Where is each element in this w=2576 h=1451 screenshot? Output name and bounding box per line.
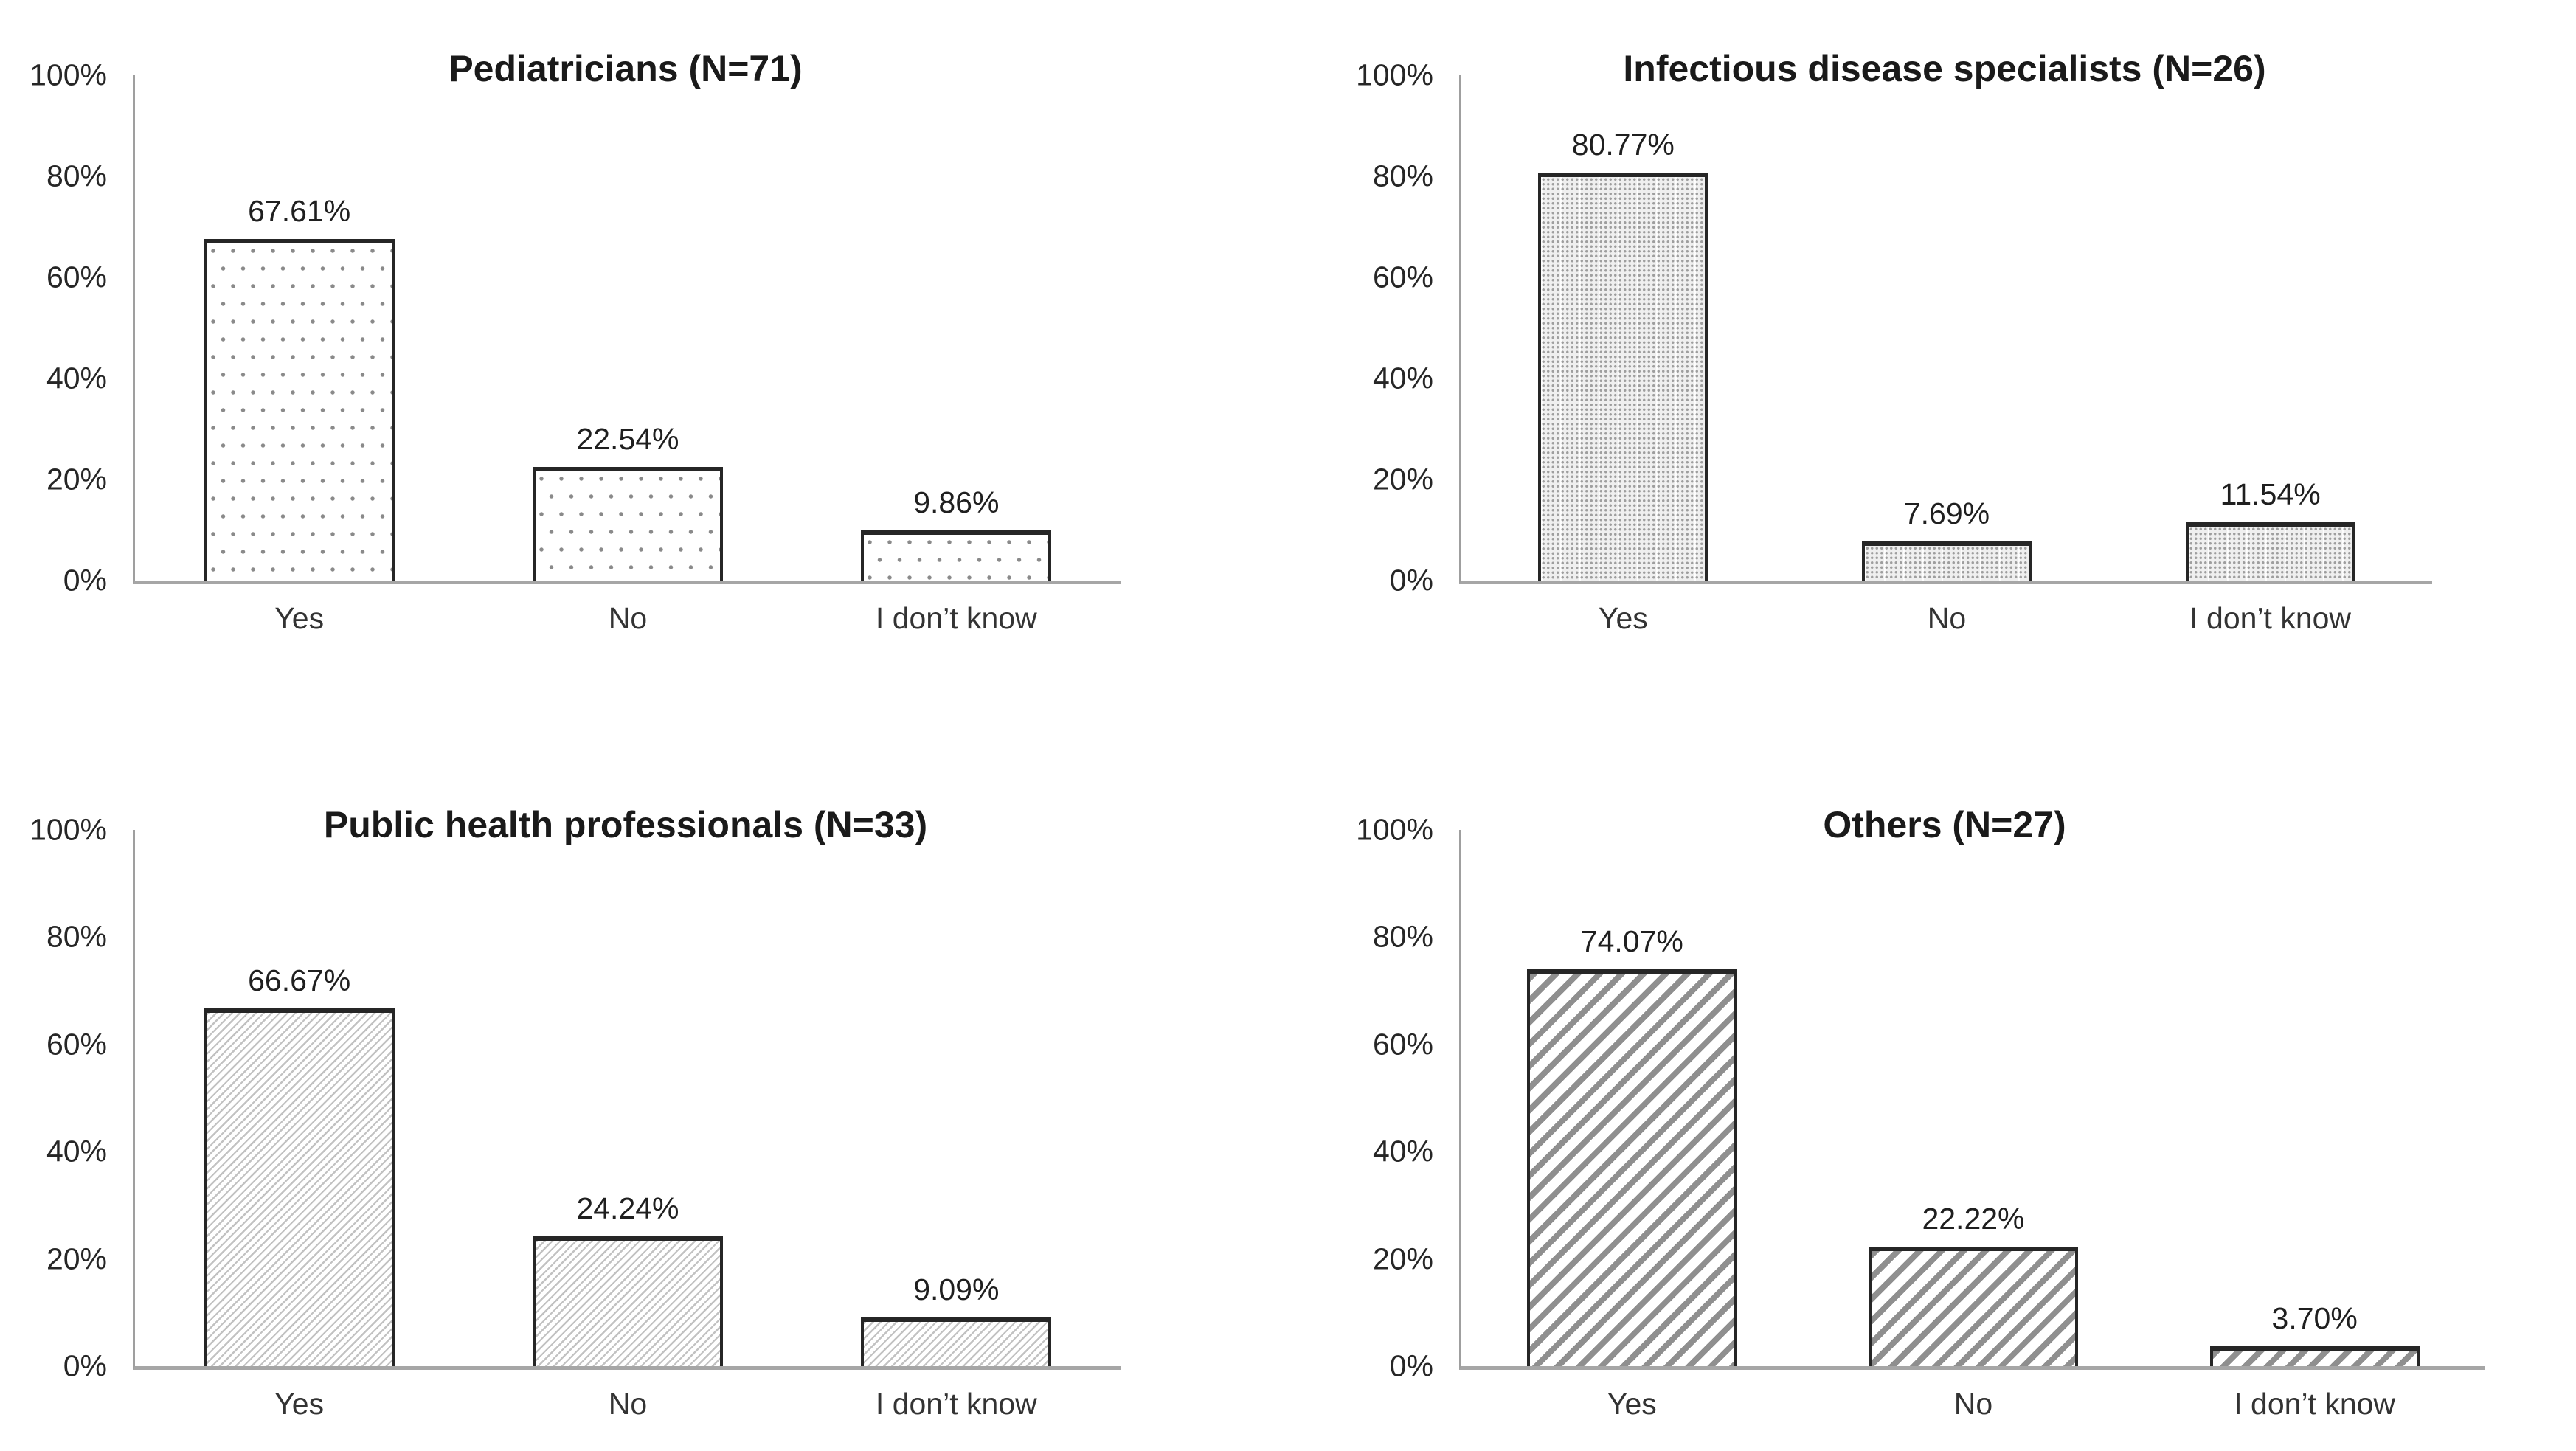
y-tick-label: 0% [1389, 563, 1433, 598]
y-tick-label: 20% [46, 462, 107, 496]
y-tick-label: 40% [46, 1134, 107, 1168]
bar-slot-i-don-t-know: 3.70% I don’t know [2144, 830, 2485, 1421]
y-tick-label: 100% [30, 58, 107, 92]
plot-area: 0% 20% 40% 60% 80% 100% 80.77% Yes 7.69% No 11.54… [1356, 58, 2432, 635]
bar-slot-no: 22.22% No [1803, 830, 2144, 1421]
bar-public-health-professionals-1 [532, 1236, 723, 1366]
bar-others-0 [1527, 969, 1737, 1366]
y-tick-label: 100% [30, 812, 107, 847]
bar-slot-i-don-t-know: 9.09% I don’t know [792, 830, 1121, 1421]
bar-value-label: 7.69% [1903, 496, 1990, 531]
bar-value-label: 24.24% [576, 1191, 679, 1225]
plot-area: 0% 20% 40% 60% 80% 100% 66.67% Yes 24.24% No 9.09… [30, 813, 1121, 1421]
x-category-label: Yes [1598, 601, 1648, 635]
bar-value-label: 74.07% [1580, 924, 1683, 958]
bar-value-label: 9.09% [913, 1272, 1000, 1306]
x-category-label: I don’t know [2189, 601, 2352, 635]
x-category-label: No [608, 1387, 648, 1421]
bar-infectious-disease-specialists-2 [2185, 522, 2355, 581]
x-category-label: Yes [1607, 1387, 1657, 1421]
y-tick-label: 40% [46, 361, 107, 395]
bar-slot-no: 22.54% No [463, 75, 792, 635]
bar-value-label: 67.61% [248, 193, 351, 228]
chart-title: Public health professionals (N=33) [323, 804, 928, 845]
bar-value-label: 66.67% [248, 963, 351, 998]
chart-title: Pediatricians (N=71) [449, 48, 803, 89]
y-tick-label: 80% [46, 919, 107, 954]
y-tick-label: 60% [1372, 260, 1433, 294]
plot-area: 0% 20% 40% 60% 80% 100% 67.61% Yes 22.54% No 9.86… [30, 58, 1121, 635]
bar-slot-no: 24.24% No [463, 830, 792, 1421]
chart-title: Infectious disease specialists (N=26) [1623, 48, 2266, 89]
bar-infectious-disease-specialists-0 [1538, 172, 1708, 581]
bar-others-1 [1868, 1247, 2078, 1366]
y-tick-label: 20% [46, 1242, 107, 1276]
y-tick-label: 0% [63, 563, 107, 598]
bar-pediatricians-0 [204, 238, 395, 581]
x-category-label: No [608, 601, 648, 635]
bar-value-label: 11.54% [2220, 477, 2321, 511]
x-category-label: I don’t know [875, 601, 1037, 635]
bar-pediatricians-2 [861, 530, 1052, 581]
y-tick-label: 100% [1356, 812, 1433, 847]
bar-value-label: 80.77% [1571, 127, 1675, 162]
bar-value-label: 22.54% [576, 421, 679, 456]
y-tick-label: 80% [46, 159, 107, 193]
y-tick-label: 60% [1372, 1027, 1433, 1062]
chart-panel-public-health-professionals: Public health professionals (N=33) 0% 20%… [0, 725, 1288, 1450]
plot-area: 0% 20% 40% 60% 80% 100% 74.07% Yes 22.22% No 3.70… [1356, 813, 2485, 1421]
y-tick-label: 0% [1389, 1348, 1433, 1383]
bar-slot-yes: 74.07% Yes [1461, 830, 1803, 1421]
bar-public-health-professionals-2 [861, 1317, 1052, 1366]
x-category-label: Yes [274, 1387, 325, 1421]
y-tick-label: 20% [1372, 462, 1433, 496]
y-tick-label: 40% [1372, 1134, 1433, 1168]
bar-slot-i-don-t-know: 11.54% I don’t know [2108, 75, 2432, 635]
bar-pediatricians-1 [532, 466, 723, 581]
y-tick-label: 80% [1372, 919, 1433, 954]
bar-infectious-disease-specialists-1 [1861, 541, 2032, 581]
bar-slot-yes: 66.67% Yes [135, 830, 463, 1421]
y-tick-label: 80% [1372, 159, 1433, 193]
chart-panel-infectious-disease-specialists: Infectious disease specialists (N=26) 0%… [1288, 0, 2576, 725]
x-category-label: Yes [274, 601, 325, 635]
bar-slot-i-don-t-know: 9.86% I don’t know [792, 75, 1121, 635]
y-tick-label: 0% [63, 1348, 107, 1383]
x-category-label: No [1953, 1387, 1993, 1421]
chart-panel-pediatricians: Pediatricians (N=71) 0% 20% 40% 60% 80% 100% … [0, 0, 1288, 725]
y-tick-label: 20% [1372, 1242, 1433, 1276]
y-tick-label: 60% [46, 260, 107, 294]
y-tick-label: 40% [1372, 361, 1433, 395]
bar-slot-no: 7.69% No [1785, 75, 2109, 635]
bar-slot-yes: 80.77% Yes [1461, 75, 1785, 635]
x-category-label: I don’t know [875, 1387, 1037, 1421]
bar-value-label: 3.70% [2271, 1301, 2358, 1336]
bar-public-health-professionals-0 [204, 1008, 395, 1366]
bar-slot-yes: 67.61% Yes [135, 75, 463, 635]
x-category-label: No [1927, 601, 1967, 635]
chart-panel-others: Others (N=27) 0% 20% 40% 60% 80% 100% 74.07% Y… [1288, 725, 2576, 1450]
x-category-label: I don’t know [2234, 1387, 2396, 1421]
y-tick-label: 100% [1356, 58, 1433, 92]
bar-value-label: 22.22% [1922, 1202, 2025, 1236]
bar-others-2 [2209, 1346, 2420, 1366]
y-tick-label: 60% [46, 1027, 107, 1062]
chart-title: Others (N=27) [1823, 804, 2066, 845]
bar-value-label: 9.86% [913, 485, 1000, 520]
